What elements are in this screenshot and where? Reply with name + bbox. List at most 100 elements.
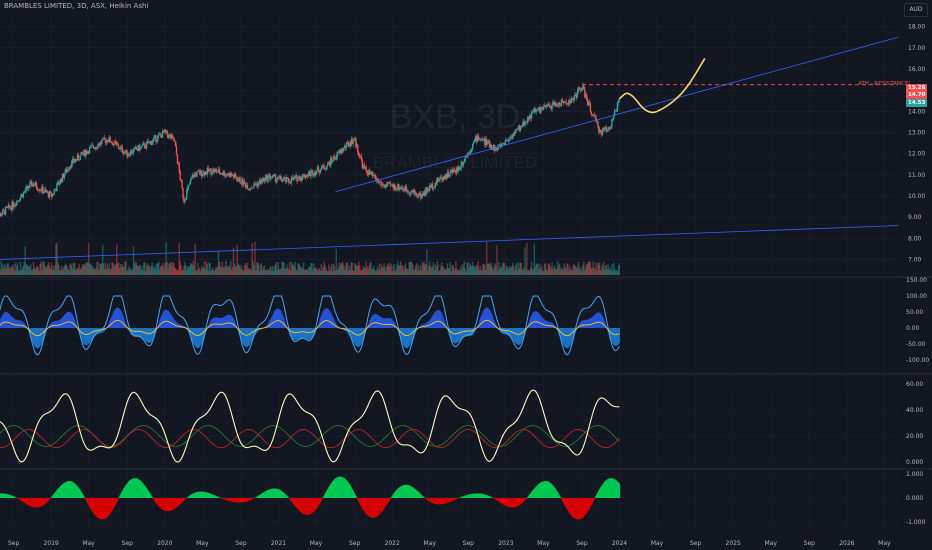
volume-bar (596, 270, 598, 275)
candle-body (43, 192, 45, 194)
candle-body (81, 151, 83, 154)
candle-body (481, 138, 483, 140)
candle-body (40, 190, 42, 192)
volume-bar (399, 265, 401, 275)
volume-bar (127, 270, 129, 275)
candle-body (557, 102, 560, 106)
volume-bar (436, 261, 438, 275)
volume-bar (77, 267, 80, 275)
candle-body (143, 143, 145, 145)
volume-bar (297, 262, 299, 275)
volume-bar (144, 270, 147, 275)
candle-body (346, 142, 349, 143)
volume-bar (454, 269, 456, 275)
candle-body (393, 185, 395, 189)
volume-bar (368, 266, 370, 275)
volume-bar (244, 264, 246, 275)
candle-body (461, 162, 464, 166)
osc-tick: -100.00 (906, 357, 929, 364)
volume-bar (603, 269, 606, 275)
volume-bar (65, 264, 67, 275)
candle-body (443, 176, 446, 180)
currency-button[interactable]: AUD (904, 3, 928, 17)
candle-body (501, 143, 504, 145)
candle-body (571, 98, 574, 99)
volume-bar (213, 270, 215, 275)
candle-body (55, 189, 57, 191)
volume-bar (174, 267, 177, 275)
volume-bar (329, 270, 331, 275)
volume-bar (292, 264, 294, 275)
candle-body (471, 148, 473, 151)
volume-bar (59, 269, 61, 275)
candle-body (99, 142, 101, 146)
candle-body (610, 127, 612, 128)
candle-body (426, 187, 428, 194)
candle-body (402, 189, 405, 190)
volume-bar (96, 261, 98, 275)
candle-body (519, 126, 522, 131)
volume-bar (575, 266, 578, 275)
candle-body (134, 147, 137, 148)
candle-body (30, 181, 33, 187)
osc-tick: 150.00 (906, 277, 927, 284)
candle-body (2, 209, 5, 211)
volume-bar (176, 270, 179, 275)
volume-bar (515, 263, 518, 275)
candle-body (577, 87, 579, 93)
volume-bar (302, 262, 305, 275)
candle-body (321, 164, 323, 169)
candle-body (110, 142, 112, 143)
osc-tick: 0.00 (906, 325, 920, 332)
candle-body (73, 158, 75, 163)
price-candles[interactable] (0, 82, 621, 222)
candle-body (515, 129, 518, 131)
volume-bar (183, 266, 185, 275)
oscillator-panel-3[interactable] (0, 476, 621, 520)
candle-body (266, 175, 268, 182)
candle-body (447, 171, 450, 177)
candle-body (85, 151, 87, 157)
volume-bar (506, 265, 508, 275)
trend-lines[interactable] (0, 36, 899, 260)
volume-bar (576, 268, 579, 275)
candle-body (165, 130, 167, 132)
volume-bar (74, 270, 77, 275)
candle-body (159, 134, 162, 136)
candle-body (612, 118, 614, 120)
oscillator-panel-2[interactable] (0, 389, 620, 463)
candle-body (373, 175, 376, 176)
candle-body (41, 186, 43, 192)
volume-bar (279, 268, 281, 275)
candle-body (117, 145, 120, 149)
volume-bar (597, 262, 599, 275)
volume-bar (0, 261, 1, 275)
candle-body (45, 190, 48, 193)
candle-body (609, 127, 611, 130)
volume-bar (210, 270, 212, 275)
volume-bar (34, 269, 37, 275)
time-axis[interactable]: Sep 2019 May Sep 2020 May Sep 2021 May Sep 2022 May… (8, 540, 891, 547)
candle-body (396, 188, 398, 190)
volume-bar (201, 265, 203, 275)
volume-bar (475, 264, 478, 275)
volume-bar (22, 265, 24, 275)
volume-bar (332, 263, 335, 275)
volume-bar (200, 270, 202, 275)
volume-bar (607, 263, 609, 275)
volume-bar (461, 264, 464, 275)
volume-bar (156, 263, 158, 275)
candle-body (115, 141, 117, 143)
oscillator-panel-1[interactable] (0, 295, 621, 356)
candle-body (37, 189, 39, 191)
time-tick: May (196, 540, 209, 547)
volume-bar (479, 265, 481, 275)
volume-bar (425, 263, 427, 275)
candle-body (571, 98, 573, 103)
volume-bar (120, 266, 123, 275)
candle-body (405, 186, 408, 192)
volume-bar (476, 266, 479, 275)
volume-bar (466, 262, 468, 275)
candle-body (59, 183, 61, 185)
